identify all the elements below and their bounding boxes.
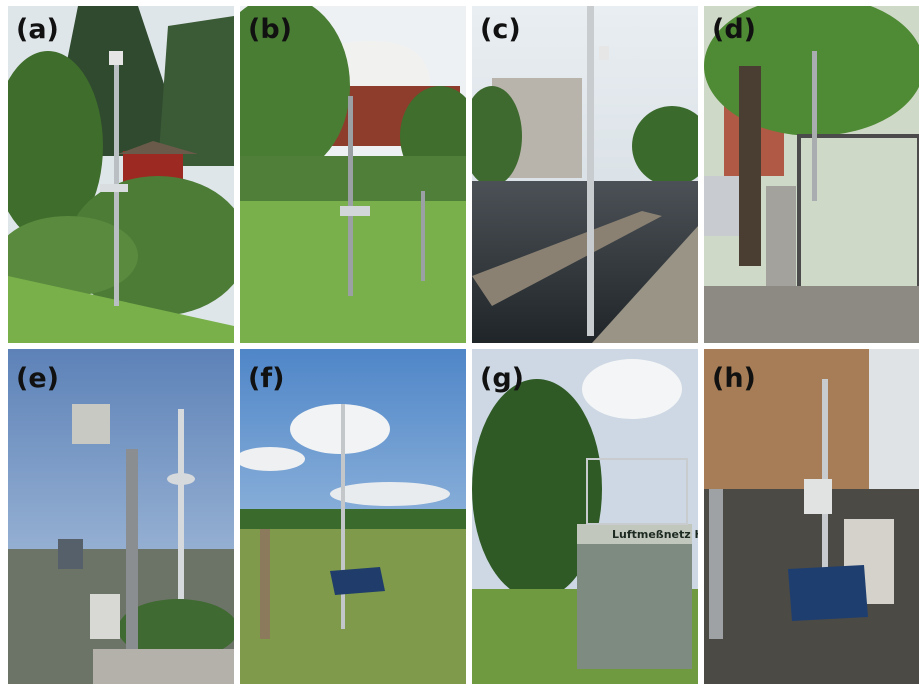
sensor [599, 46, 609, 60]
pier [472, 211, 662, 306]
cloud [582, 359, 682, 419]
photo-e: (e) [8, 349, 234, 684]
building [58, 539, 83, 569]
tree-trunk [739, 66, 761, 266]
photo-d: (d) [704, 6, 919, 343]
pavement [704, 286, 919, 343]
tree [632, 106, 698, 186]
sensor [109, 51, 123, 65]
pole [126, 449, 138, 684]
tree [240, 6, 350, 176]
sensor-arm [100, 184, 128, 192]
logger-box [804, 479, 832, 514]
shrub [8, 51, 103, 241]
solar-panel [788, 565, 868, 621]
panel-label: (g) [480, 363, 524, 394]
panel-label: (f) [248, 363, 284, 394]
sign-board [577, 524, 692, 544]
pole [587, 6, 594, 336]
tree [472, 379, 602, 599]
photo-a: (a) [8, 6, 234, 343]
fence-post [260, 529, 270, 639]
electrical-box [766, 186, 796, 296]
photo-b: (b) [240, 6, 466, 343]
pier [592, 226, 698, 343]
station-container [577, 524, 692, 669]
station-sign: Luftmeßnetz Ha [612, 528, 711, 541]
panel-label: (h) [712, 363, 756, 394]
photo-h: (h) [704, 349, 919, 684]
lawn [8, 276, 234, 343]
photo-f: (f) [240, 349, 466, 684]
roof [118, 141, 198, 154]
meadow [240, 529, 466, 684]
photo-c: (c) [472, 6, 698, 343]
panel-label: (b) [248, 14, 292, 45]
pole [812, 51, 817, 201]
building-wall [704, 349, 869, 489]
solar-panel [330, 567, 385, 595]
roof-ledge [93, 649, 234, 684]
pole [421, 191, 425, 281]
panel-label: (e) [16, 363, 59, 394]
pole [341, 404, 345, 629]
tv-tower [167, 473, 195, 485]
tv-tower [178, 409, 184, 599]
pole [114, 56, 119, 306]
cloud [330, 482, 450, 506]
radiation-shield [72, 404, 110, 444]
panel-label: (c) [480, 14, 521, 45]
trees [118, 599, 234, 659]
pole [709, 489, 723, 639]
panel-label: (d) [712, 14, 756, 45]
railing [586, 458, 688, 525]
cloud [290, 404, 390, 454]
panel-label: (a) [16, 14, 59, 45]
cloud [240, 447, 305, 471]
logger-box [90, 594, 120, 639]
pole [348, 96, 353, 296]
tree [472, 86, 522, 186]
photo-g: Luftmeßnetz Ha (g) [472, 349, 711, 684]
conifer [158, 16, 234, 166]
bushes [8, 216, 138, 296]
sensor [340, 206, 370, 216]
